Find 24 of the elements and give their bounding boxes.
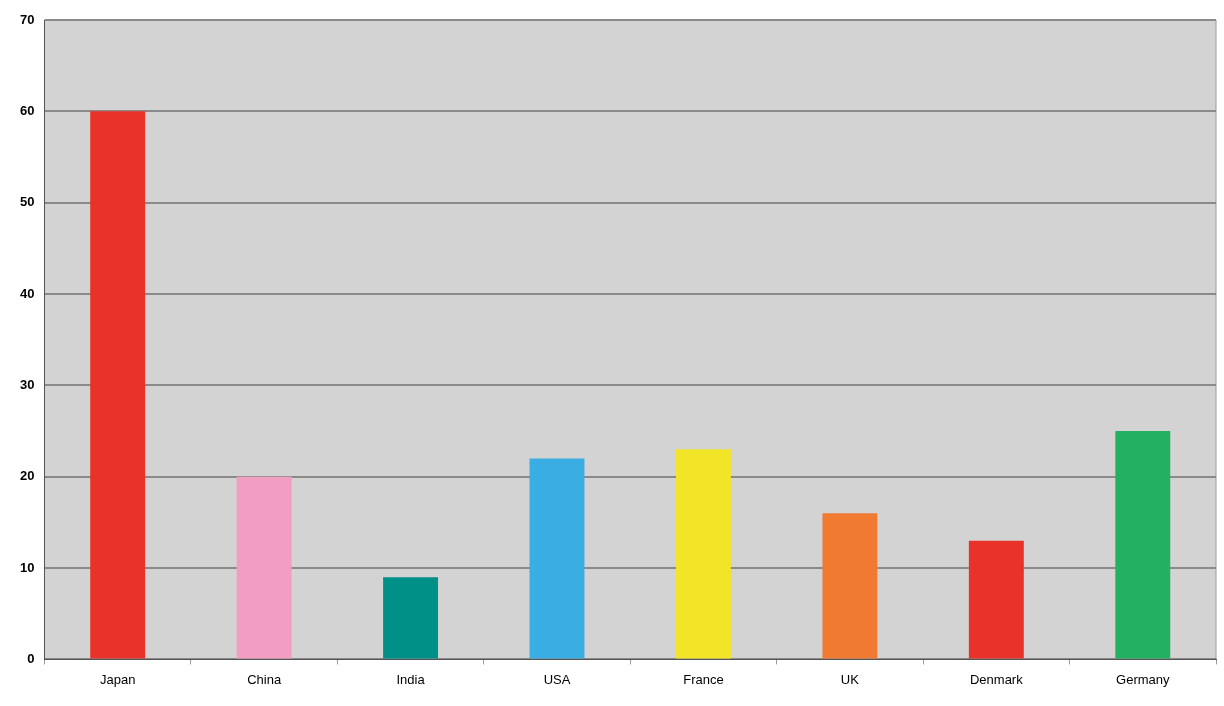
y-tick-label: 10 [19,559,35,575]
y-tick-label: 40 [19,285,35,301]
bar [236,476,292,659]
x-tick-label: Japan [99,671,136,687]
x-tick-label: China [247,671,282,687]
bar [90,111,146,659]
y-tick-label: 70 [19,11,35,27]
x-tick-label: France [683,671,724,687]
y-tick-label: 50 [19,194,35,210]
bar [383,577,439,659]
y-tick-label: 60 [19,102,35,118]
y-tick-label: 30 [19,376,35,392]
x-tick-label: USA [543,671,571,687]
x-tick-label: India [396,671,426,687]
bar [822,513,878,659]
bar [968,540,1024,659]
x-tick-label: UK [840,671,860,687]
y-tick-label: 0 [27,650,35,666]
bar [1115,431,1171,659]
x-tick-label: Denmark [969,671,1024,687]
y-tick-label: 20 [19,468,35,484]
bar [529,458,585,659]
x-tick-label: Germany [1116,671,1170,687]
bar [675,449,731,659]
